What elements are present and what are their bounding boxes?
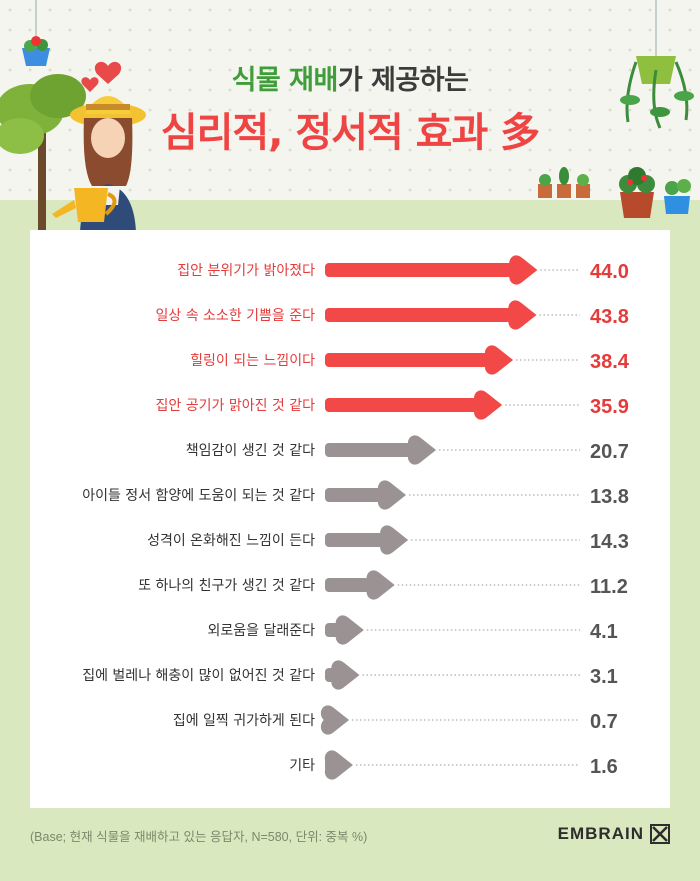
category-label: 집에 벌레나 해충이 많이 없어진 것 같다: [82, 668, 315, 684]
bar: [325, 353, 499, 367]
value-label: 11.2: [590, 576, 628, 598]
heart-icon: [335, 615, 364, 645]
value-label: 0.7: [590, 711, 618, 733]
chart-title-line1: 식물 재배가 제공하는: [0, 58, 700, 97]
category-label: 책임감이 생긴 것 같다: [186, 443, 315, 459]
heart-icon: [324, 750, 353, 780]
bar: [325, 578, 380, 592]
heart-icon: [331, 660, 360, 690]
category-label: 집안 공기가 맑아진 것 같다: [156, 398, 316, 414]
value-label: 14.3: [590, 531, 629, 553]
category-label: 일상 속 소소한 기쁨을 준다: [156, 308, 316, 324]
heart-icon: [509, 255, 538, 285]
heart-icon: [407, 435, 437, 465]
brand-logo: EMBRAIN: [558, 824, 670, 844]
heart-icon: [366, 570, 395, 600]
category-label: 성격이 온화해진 느낌이 든다: [147, 533, 315, 549]
heart-icon: [474, 390, 503, 420]
category-label: 또 하나의 친구가 생긴 것 같다: [138, 578, 315, 594]
bar-chart: 집안 분위기가 밝아졌다 44.0 일상 속 소소한 기쁨을 준다 43.8 힐링이 되…: [82, 255, 630, 780]
title-rest: 가 제공하는: [337, 65, 469, 96]
category-label: 기타: [289, 758, 315, 774]
value-label: 4.1: [590, 621, 618, 643]
chart-title-line2: 심리적, 정서적 효과 多: [160, 110, 540, 156]
heart-icon: [508, 300, 537, 330]
value-label: 1.6: [590, 756, 618, 778]
bar: [325, 443, 422, 457]
category-label: 집에 일찍 귀가하게 된다: [173, 713, 315, 729]
value-label: 3.1: [590, 666, 618, 688]
heart-icon: [484, 345, 514, 375]
title-highlight: 식물 재배: [231, 65, 339, 96]
value-label: 38.4: [590, 351, 630, 373]
value-label: 13.8: [590, 486, 629, 508]
category-label: 아이들 정서 함양에 도움이 되는 것 같다: [82, 488, 315, 504]
footnote: (Base; 현재 식물을 재배하고 있는 응답자, N=580, 단위: 중복…: [30, 830, 368, 844]
chart-card: 집안 분위기가 밝아졌다 44.0 일상 속 소소한 기쁨을 준다 43.8 힐링이 되…: [30, 230, 670, 808]
heart-icon: [377, 480, 407, 510]
category-label: 집안 분위기가 밝아졌다: [177, 263, 315, 279]
bar: [325, 308, 522, 322]
brand-name: EMBRAIN: [557, 824, 644, 843]
category-label: 힐링이 되는 느낌이다: [190, 353, 315, 369]
bar: [325, 488, 392, 502]
category-label: 외로움을 달래준다: [208, 623, 316, 639]
heart-icon: [320, 705, 350, 735]
embrain-logo-icon: [650, 824, 670, 844]
heart-icon: [380, 525, 409, 555]
value-label: 44.0: [590, 261, 629, 283]
value-label: 43.8: [590, 306, 629, 328]
bar: [325, 533, 394, 547]
bar: [325, 263, 523, 277]
value-label: 20.7: [590, 441, 629, 463]
value-label: 35.9: [590, 396, 629, 418]
bar: [325, 398, 488, 412]
